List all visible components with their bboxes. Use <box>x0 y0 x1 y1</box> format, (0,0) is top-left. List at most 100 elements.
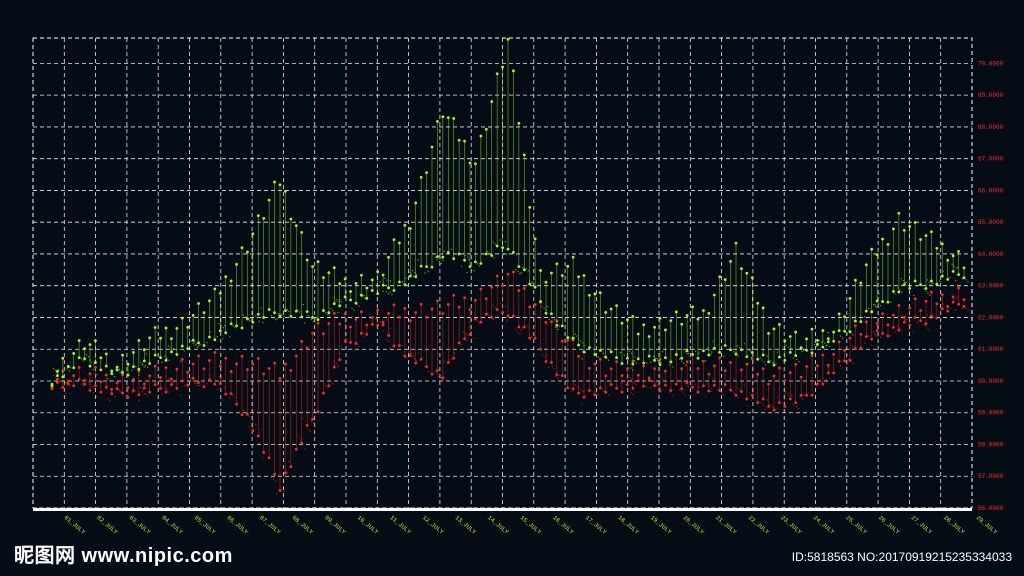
noise-dot <box>141 364 143 366</box>
data-point-high <box>115 365 119 369</box>
data-point-high <box>490 285 494 289</box>
data-point-high <box>560 274 564 277</box>
data-point-low <box>267 308 271 311</box>
data-point-low <box>142 386 146 390</box>
noise-dot <box>532 332 534 334</box>
data-point-high <box>664 328 667 332</box>
noise-dot <box>515 329 517 331</box>
data-point-low <box>560 324 564 328</box>
noise-dot <box>410 273 412 275</box>
data-point-high <box>957 250 960 253</box>
noise-dot <box>791 347 793 350</box>
data-point-high <box>392 303 396 307</box>
data-point-low <box>425 365 428 369</box>
data-point-high <box>837 312 841 316</box>
noise-dot <box>480 321 482 323</box>
noise-dot <box>652 355 655 358</box>
noise-dot <box>145 393 147 395</box>
data-point-low <box>446 361 450 364</box>
noise-dot <box>487 250 489 253</box>
data-point-low <box>414 275 418 279</box>
data-point-low <box>197 341 200 345</box>
noise-dot <box>414 358 416 360</box>
data-point-high <box>332 266 336 270</box>
noise-dot <box>389 291 391 294</box>
data-point-high <box>83 378 86 382</box>
data-point-low <box>332 365 336 369</box>
y-tick-label: 67.0000 <box>978 156 1004 163</box>
noise-dot <box>750 399 752 401</box>
noise-dot <box>761 403 763 405</box>
data-point-high <box>837 340 841 344</box>
data-point-high <box>235 362 238 366</box>
data-point-low <box>712 346 716 350</box>
data-point-high <box>951 295 955 299</box>
noise-dot <box>235 325 238 327</box>
noise-dot <box>436 258 439 261</box>
noise-dot <box>710 390 712 392</box>
noise-dot <box>157 383 159 386</box>
noise-dot <box>683 362 685 364</box>
noise-dot <box>682 349 684 351</box>
noise-dot <box>417 259 419 261</box>
data-point-low <box>408 354 412 357</box>
noise-dot <box>85 379 88 381</box>
data-point-high <box>826 340 830 344</box>
noise-dot <box>581 403 583 406</box>
noise-dot <box>619 351 622 354</box>
noise-dot <box>925 326 927 328</box>
x-tick-label: 27_JULY <box>910 514 934 536</box>
noise-dot <box>363 330 365 333</box>
data-point-high <box>778 366 781 370</box>
noise-dot <box>94 355 97 358</box>
noise-dot <box>340 345 342 347</box>
noise-dot <box>571 390 573 392</box>
noise-dot <box>206 341 208 344</box>
data-point-high <box>387 312 390 315</box>
noise-dot <box>464 332 467 335</box>
noise-dot <box>384 277 386 279</box>
noise-dot <box>723 393 725 396</box>
data-point-low <box>446 250 450 254</box>
noise-dot <box>900 315 902 317</box>
data-point-low <box>588 389 591 392</box>
data-point-high <box>479 287 483 291</box>
data-point-high <box>756 301 760 305</box>
noise-dot <box>197 384 200 387</box>
data-point-high <box>826 363 830 367</box>
noise-dot <box>197 345 200 347</box>
data-point-high <box>620 321 624 325</box>
data-point-high <box>278 377 282 380</box>
noise-dot <box>923 288 925 291</box>
data-point-low <box>636 357 640 361</box>
noise-dot <box>822 340 824 342</box>
noise-dot <box>841 367 844 369</box>
data-point-low <box>512 250 515 254</box>
noise-dot <box>168 391 170 393</box>
noise-dot <box>68 384 70 386</box>
data-point-low <box>148 390 152 394</box>
data-point-low <box>180 379 184 383</box>
data-point-low <box>213 382 217 386</box>
data-point-high <box>707 372 711 376</box>
noise-dot <box>143 393 145 395</box>
data-point-high <box>474 298 477 302</box>
data-point-high <box>647 335 651 338</box>
data-point-high <box>653 367 656 370</box>
data-point-low <box>864 335 868 338</box>
data-point-low <box>550 361 553 364</box>
data-point-low <box>398 344 401 347</box>
data-point-high <box>132 350 135 354</box>
data-point-low <box>322 391 325 395</box>
data-point-low <box>338 358 342 362</box>
noise-dot <box>330 307 332 310</box>
data-point-high <box>658 316 662 320</box>
data-point-high <box>848 336 852 340</box>
data-point-low <box>305 424 309 427</box>
data-point-low <box>875 299 879 303</box>
noise-dot <box>878 322 880 325</box>
noise-dot <box>956 266 959 269</box>
data-point-low <box>349 298 352 302</box>
data-point-high <box>875 321 879 325</box>
data-point-low <box>392 289 396 292</box>
